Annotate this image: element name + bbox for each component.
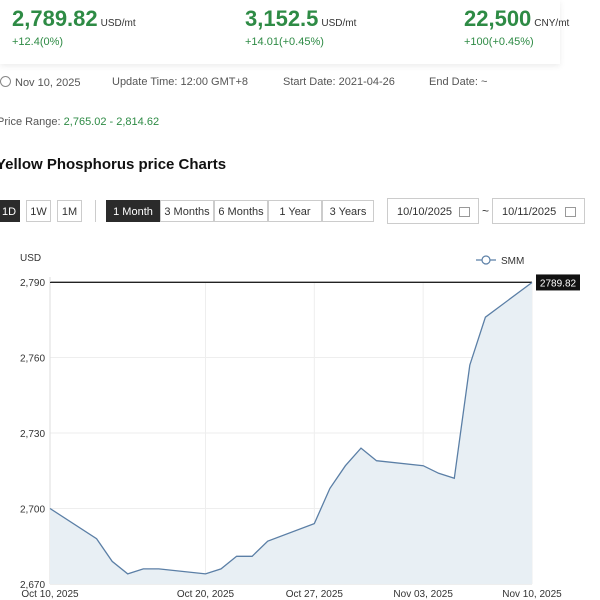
series-area	[50, 282, 532, 584]
price-value: 3,152.5	[245, 6, 319, 31]
y-tick-label: 2,670	[20, 580, 45, 591]
price-card: 22,500 CNY/mt +100(+0.45%)	[464, 6, 569, 48]
price-change: +14.01(+0.45%)	[245, 36, 324, 48]
interval-1m-button[interactable]: 1M	[57, 200, 82, 222]
meta-start-date: Start Date: 2021-04-26	[283, 76, 395, 88]
last-value-badge	[536, 274, 580, 291]
meta-end-date: End Date: ~	[429, 76, 488, 88]
x-tick-label: Nov 10, 2025	[502, 589, 562, 600]
price-unit: USD/mt	[100, 18, 136, 29]
interval-1w-button[interactable]: 1W	[26, 200, 51, 222]
last-value-label: 2789.82	[540, 278, 577, 289]
y-axis-label: USD	[20, 253, 41, 264]
price-value: 22,500	[464, 6, 532, 31]
period-6-months-button[interactable]: 6 Months	[214, 200, 268, 222]
price-card: 2,789.82 USD/mt +12.4(0%)	[12, 6, 136, 48]
y-tick-label: 2,760	[20, 354, 45, 365]
price-range: Price Range: 2,765.02 - 2,814.62	[0, 116, 159, 128]
date-from-value: 10/10/2025	[397, 206, 453, 218]
price-card: 3,152.5 USD/mt +14.01(+0.45%)	[245, 6, 356, 48]
meta-date: Nov 10, 2025	[0, 76, 80, 89]
calendar-icon	[459, 207, 470, 217]
legend-label: SMM	[501, 256, 524, 267]
y-tick-label: 2,700	[20, 505, 45, 516]
date-from-input[interactable]: 10/10/2025	[387, 198, 479, 224]
price-change: +100(+0.45%)	[464, 36, 534, 48]
calendar-icon	[565, 207, 576, 217]
x-tick-label: Nov 03, 2025	[393, 589, 453, 600]
date-to-input[interactable]: 10/11/2025	[492, 198, 585, 224]
y-tick-label: 2,730	[20, 429, 45, 440]
price-unit: USD/mt	[321, 18, 357, 29]
period-1-year-button[interactable]: 1 Year	[268, 200, 322, 222]
price-range-value: 2,765.02 - 2,814.62	[63, 116, 160, 128]
price-unit: CNY/mt	[534, 18, 570, 29]
price-cards: 2,789.82 USD/mt +12.4(0%) 3,152.5 USD/mt +…	[0, 0, 569, 64]
period-1-month-button[interactable]: 1 Month	[106, 200, 160, 222]
y-tick-label: 2,790	[20, 278, 45, 289]
page-title: Yellow Phosphorus price Charts	[0, 156, 227, 173]
legend-marker	[481, 255, 491, 265]
price-change: +12.4(0%)	[12, 36, 64, 48]
x-tick-label: Oct 10, 2025	[21, 589, 79, 600]
period-3-months-button[interactable]: 3 Months	[160, 200, 214, 222]
date-to-value: 10/11/2025	[502, 206, 557, 218]
x-tick-label: Oct 27, 2025	[286, 589, 344, 600]
interval-1d-button[interactable]: 1D	[0, 200, 20, 222]
date-separator: ~	[482, 204, 490, 218]
x-tick-label: Oct 20, 2025	[177, 589, 235, 600]
divider	[95, 200, 96, 222]
price-value: 2,789.82	[12, 6, 98, 31]
meta-update-time: Update Time: 12:00 GMT+8	[112, 76, 249, 88]
period-3-years-button[interactable]: 3 Years	[322, 200, 374, 222]
price-range-label: Price Range:	[0, 116, 61, 128]
series-line	[49, 281, 533, 575]
clock-icon	[0, 76, 11, 87]
meta-date-text: Nov 10, 2025	[15, 77, 81, 89]
